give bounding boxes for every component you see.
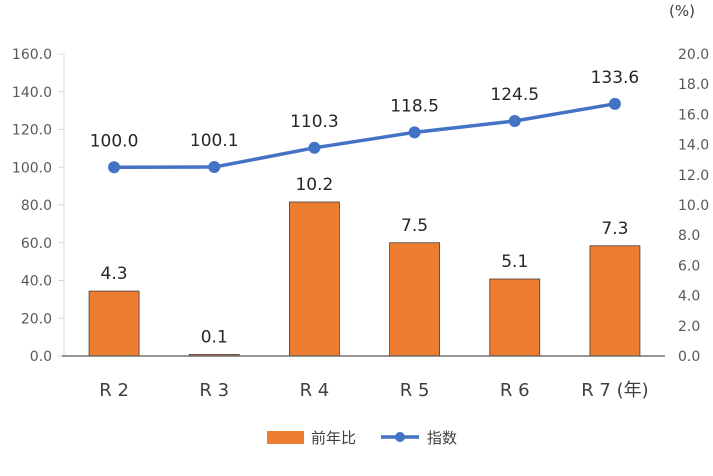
legend-label-line: 指数 (427, 429, 457, 447)
x-axis-category-label: R 7 (年) (581, 380, 648, 401)
bar (589, 245, 641, 357)
left-axis-tick-label: 80.0 (21, 198, 52, 214)
x-axis-category-label: R 6 (500, 380, 530, 401)
x-axis-labels: R 2 R 3 R 4 R 5 R 6 R 7 (年) (99, 380, 648, 401)
right-axis-tick-label: 0.0 (678, 349, 700, 365)
line-data-label: 100.0 (90, 131, 139, 151)
left-axis-tick-label: 100.0 (12, 160, 52, 176)
left-axis-tick-label: 60.0 (21, 236, 52, 252)
line-point (408, 126, 421, 139)
bar (489, 278, 541, 357)
line-point (608, 97, 621, 110)
left-axis-tick-label: 40.0 (21, 274, 52, 290)
left-axis-tick-label: 0.0 (30, 349, 52, 365)
line-data-label: 100.1 (190, 131, 239, 151)
right-axis-tick-label: 4.0 (678, 289, 700, 305)
line-point (208, 161, 221, 174)
legend-swatch-bar (267, 431, 304, 444)
line-point (508, 115, 521, 128)
legend-marker (395, 432, 405, 442)
right-axis-tick-label: 10.0 (678, 198, 709, 214)
x-axis-category-label: R 5 (400, 380, 430, 401)
left-axis-tick-label: 160.0 (12, 47, 52, 63)
x-axis-category-label: R 2 (99, 380, 129, 401)
line-data-label: 124.5 (490, 85, 539, 105)
right-axis-tick-label: 18.0 (678, 77, 709, 93)
bar-data-label: 7.5 (401, 216, 428, 236)
bar-data-label: 4.3 (101, 264, 128, 284)
right-axis-tick-label: 6.0 (678, 258, 700, 274)
legend: 前年比 指数 (267, 429, 457, 447)
line-path (114, 102, 616, 169)
bar-data-label: 10.2 (295, 175, 333, 195)
x-axis-category-label: R 3 (199, 380, 229, 401)
line-data-label: 133.6 (591, 68, 640, 88)
line-data-label: 110.3 (290, 112, 339, 132)
line-data-label: 118.5 (390, 96, 439, 116)
left-axis-tick-label: 20.0 (21, 311, 52, 327)
right-axis: (%) 0.0 2.0 4.0 6.0 8.0 10.0 12.0 14.0 16.0 18.0 2… (669, 2, 709, 365)
right-axis-tick-label: 12.0 (678, 168, 709, 184)
line-series: 100.0 100.1 110.3 118.5 124.5 133.6 (90, 68, 640, 174)
x-axis-category-label: R 4 (300, 380, 330, 401)
left-axis: 0.0 20.0 40.0 60.0 80.0 100.0 120.0 140.0 160.0 (12, 47, 64, 365)
bar-data-label: 5.1 (501, 252, 528, 272)
bar-data-label: 0.1 (201, 327, 228, 347)
right-axis-tick-label: 16.0 (678, 107, 709, 123)
line-point (308, 141, 321, 154)
bar-data-label: 7.3 (601, 219, 628, 239)
left-axis-tick-label: 120.0 (12, 123, 52, 139)
bar-series: 4.3 0.1 10.2 7.5 5.1 7.3 (88, 175, 641, 357)
bar (88, 290, 140, 357)
right-axis-tick-label: 20.0 (678, 47, 709, 63)
left-axis-tick-label: 140.0 (12, 85, 52, 101)
bar (289, 201, 340, 357)
legend-label-bar: 前年比 (311, 429, 356, 447)
line-point (108, 161, 121, 174)
right-axis-tick-label: 8.0 (678, 228, 700, 244)
right-axis-tick-label: 2.0 (678, 319, 700, 335)
right-axis-unit: (%) (669, 2, 695, 20)
bar (389, 242, 440, 357)
right-axis-tick-label: 14.0 (678, 138, 709, 154)
